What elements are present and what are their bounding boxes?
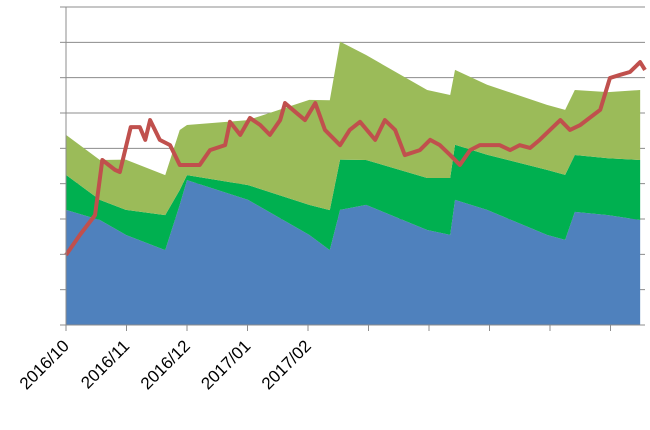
x-tick-label: 2016/10 — [16, 336, 73, 393]
x-tick-label: 2017/01 — [197, 336, 254, 393]
x-tick-label: 2016/11 — [77, 336, 133, 392]
x-tick-label: 2016/12 — [137, 336, 194, 393]
line — [64, 60, 647, 257]
x-tick-label: 2017/02 — [258, 336, 315, 393]
area — [66, 180, 641, 325]
area — [66, 144, 641, 251]
